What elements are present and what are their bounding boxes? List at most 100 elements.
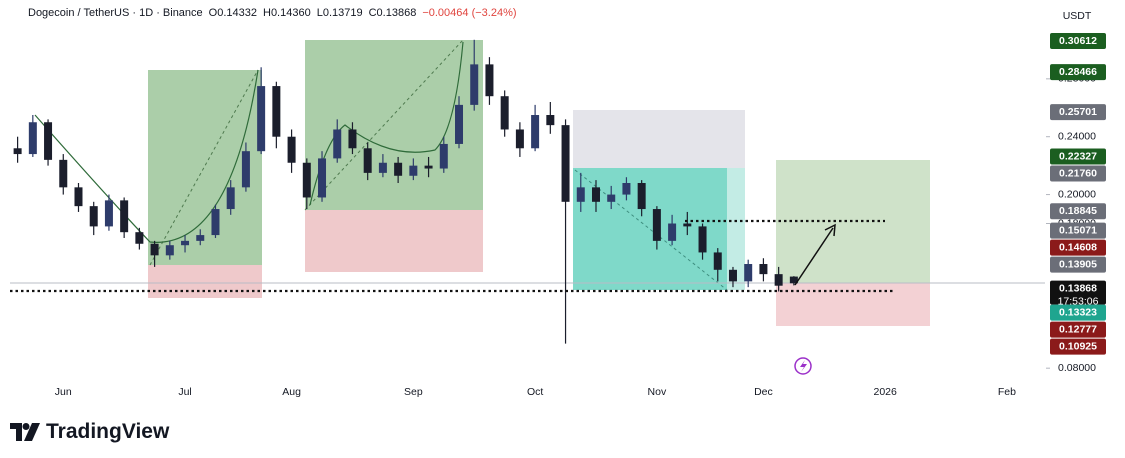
currency-label: USDT: [1063, 10, 1092, 22]
cup-curve: [309, 41, 464, 206]
symbol-header: Dogecoin / TetherUS · 1D · Binance O0.14…: [28, 7, 517, 19]
candle-body: [622, 183, 631, 195]
candle-body: [318, 158, 327, 198]
x-tick-label: Nov: [648, 386, 667, 398]
price-badge: [1050, 165, 1106, 182]
candle-body: [470, 64, 479, 105]
ohlc-close: C0.13868: [368, 7, 417, 19]
diagonal: [149, 69, 259, 266]
candle-body: [104, 200, 113, 227]
candle-body: [774, 274, 783, 286]
ohlc-low: L0.13719: [316, 7, 363, 19]
price-badge-label: 0.18845: [1059, 205, 1097, 217]
price-badge: [1050, 203, 1106, 220]
price-badge: [1050, 64, 1106, 81]
price-badge-label: 0.12777: [1059, 323, 1097, 335]
x-tick-label: 2026: [874, 386, 898, 398]
candle-body: [333, 129, 342, 159]
y-tick-label: 0.20000: [1058, 188, 1096, 200]
diagonal: [574, 169, 728, 291]
x-tick-label: Feb: [998, 386, 1016, 398]
candle-body: [683, 223, 692, 227]
price-badge: [1050, 104, 1106, 121]
brand: TradingView: [10, 420, 169, 444]
price-badge: [1050, 239, 1106, 256]
candle-body: [607, 194, 616, 202]
arrow-head: [824, 223, 836, 237]
x-tick-label: Dec: [754, 386, 773, 398]
candle-body: [89, 206, 98, 227]
candle-body: [728, 269, 737, 282]
candle-body: [348, 129, 357, 149]
candle-body: [287, 136, 296, 163]
candle-body: [652, 209, 661, 241]
candle-body: [744, 264, 753, 282]
symbol-title: Dogecoin / TetherUS · 1D · Binance: [28, 7, 203, 19]
candle-body: [394, 162, 403, 176]
price-badge-label: 0.13323: [1059, 306, 1097, 318]
candle-body: [226, 187, 235, 210]
candle-body: [181, 240, 190, 246]
price-badge-label: 0.22327: [1059, 150, 1097, 162]
candle-body: [378, 162, 387, 173]
price-badge-label: 0.10925: [1059, 340, 1097, 352]
brand-name: TradingView: [46, 420, 170, 443]
candle-body: [59, 159, 68, 188]
candle-body: [409, 165, 418, 176]
price-badge: [1050, 304, 1106, 321]
range-zone: [727, 168, 745, 290]
candle-body: [13, 148, 22, 155]
candle-body: [211, 209, 220, 236]
candle-body: [531, 115, 540, 149]
candle-body: [455, 104, 464, 144]
drawings: [10, 39, 1045, 326]
candle-body: [302, 162, 311, 198]
loss-zone: [305, 210, 483, 272]
price-badge-label: 0.21760: [1059, 167, 1097, 179]
price-badge: [1050, 256, 1106, 273]
candle-body: [789, 276, 798, 284]
x-tick-label: Jun: [55, 386, 72, 398]
candle-body: [546, 115, 555, 126]
candle-body: [515, 129, 524, 149]
price-badge: [1050, 148, 1106, 165]
candle-body: [424, 165, 433, 169]
price-badge-label: 0.30612: [1059, 35, 1097, 47]
price-badge: [1050, 33, 1106, 50]
x-tick-label: Aug: [282, 386, 301, 398]
event-icon: [794, 357, 812, 375]
x-tick-label: Sep: [404, 386, 423, 398]
price-badge: [1050, 222, 1106, 239]
cup-curve: [34, 69, 259, 243]
candle-body: [713, 252, 722, 270]
candle-body: [272, 86, 281, 137]
candle-body: [439, 143, 448, 169]
y-tick-label: 0.08000: [1058, 362, 1096, 374]
y-tick-label: 0.24000: [1058, 130, 1096, 142]
candle-body: [150, 243, 159, 256]
candle-body: [135, 232, 144, 244]
candles: [13, 39, 798, 344]
candle-body: [44, 122, 53, 160]
overlay: [10, 219, 895, 375]
candle-body: [500, 96, 509, 130]
ohlc-change: −0.00464 (−3.24%): [422, 7, 517, 19]
loss-zone: [148, 265, 262, 298]
profit-zone: [305, 40, 483, 210]
candle-body: [28, 122, 37, 155]
countdown: 17:53:06: [1058, 295, 1099, 307]
brand-logo: [10, 423, 40, 441]
price-badge: [1050, 321, 1106, 338]
price-badge-label: 0.14608: [1059, 241, 1097, 253]
candle-body: [759, 264, 768, 275]
price-badge-label: 0.13905: [1059, 258, 1097, 270]
candle-body: [120, 200, 129, 233]
price-badge: [1050, 280, 1106, 305]
x-tick-label: Oct: [527, 386, 543, 398]
arrow: [794, 227, 834, 286]
candle-body: [363, 148, 372, 173]
candle-body: [561, 125, 570, 202]
candle-body: [668, 223, 677, 241]
